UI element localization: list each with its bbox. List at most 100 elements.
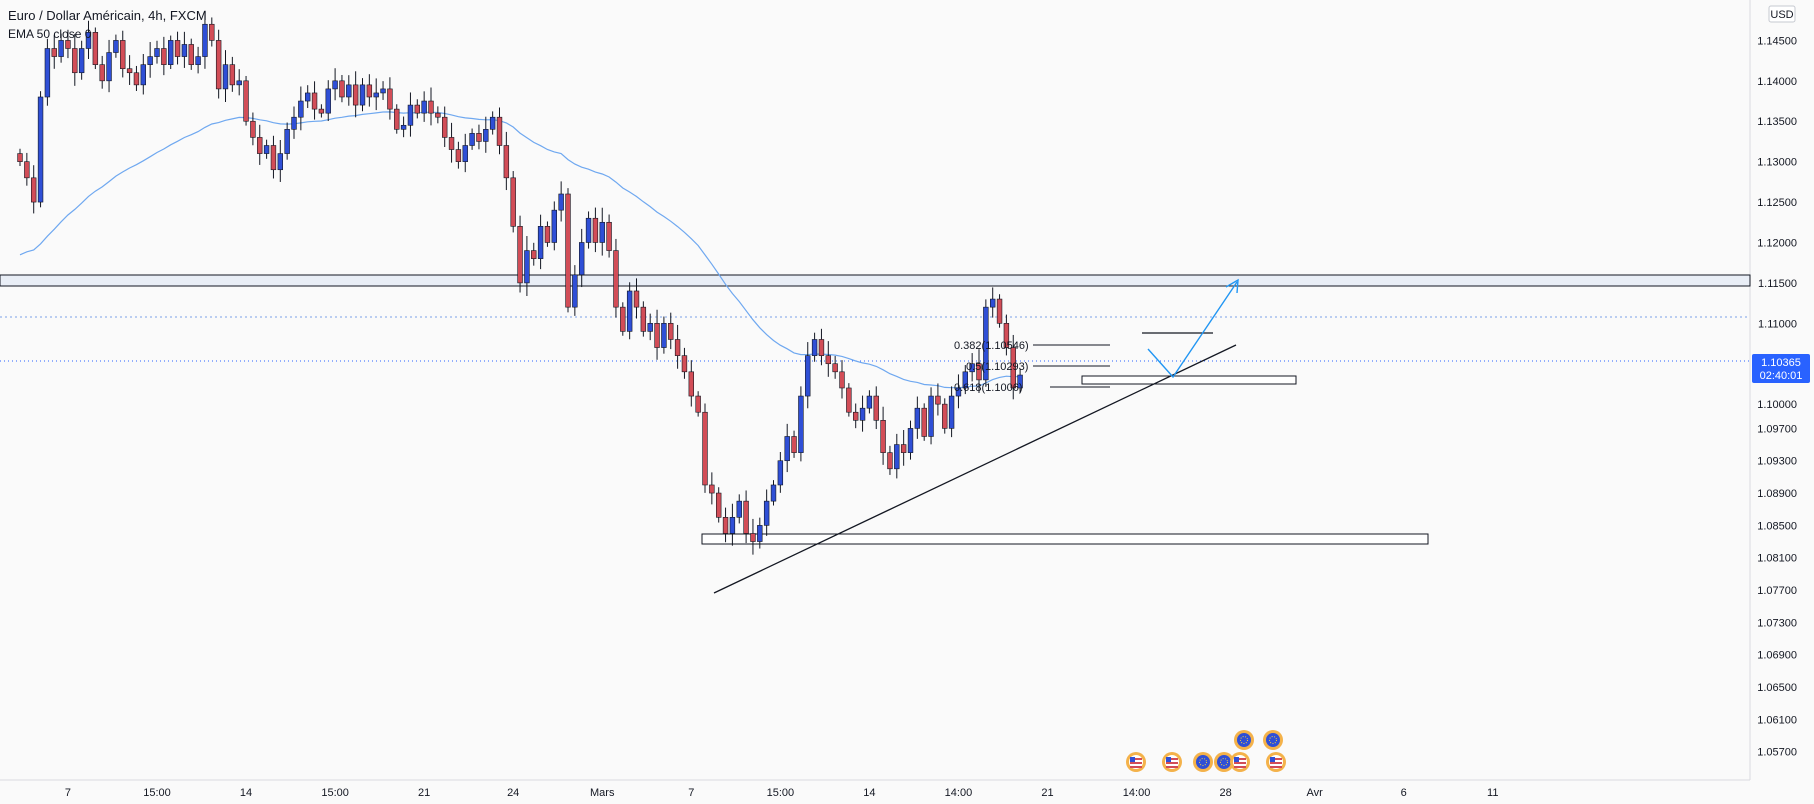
time-tick-label: Mars bbox=[590, 787, 615, 799]
price-tick-label: 1.06900 bbox=[1757, 650, 1797, 662]
candle bbox=[873, 386, 879, 430]
eu-flag-icon[interactable] bbox=[1193, 752, 1213, 772]
candle bbox=[284, 122, 290, 160]
price-tick-label: 1.11500 bbox=[1758, 278, 1797, 290]
us-flag-icon[interactable] bbox=[1230, 752, 1250, 772]
price-tick-label: 1.12000 bbox=[1757, 237, 1797, 249]
candle bbox=[394, 104, 400, 134]
us-flag-icon[interactable] bbox=[1126, 752, 1146, 772]
eu-flag-icon[interactable] bbox=[1234, 730, 1254, 750]
candle bbox=[469, 128, 475, 150]
candle bbox=[900, 430, 907, 466]
time-axis[interactable]: 7 15:00 14 15:00 21 24 Mars 7 15:00 14 14:00 21 14:0… bbox=[65, 787, 1499, 799]
candle bbox=[58, 33, 64, 63]
symbol-title[interactable]: Euro / Dollar Américain, 4h, FXCM bbox=[8, 8, 207, 23]
candle bbox=[17, 148, 23, 167]
indicator-label[interactable]: EMA 50 close 0 bbox=[8, 27, 92, 41]
candle bbox=[585, 211, 592, 249]
candle bbox=[147, 42, 153, 78]
support-zone-small[interactable] bbox=[1081, 375, 1297, 385]
time-tick-label: 14:00 bbox=[1123, 787, 1151, 799]
candle bbox=[811, 332, 818, 362]
candle bbox=[633, 278, 640, 319]
candle bbox=[209, 17, 215, 47]
candle bbox=[866, 390, 873, 414]
price-tick-label: 1.14500 bbox=[1757, 35, 1797, 47]
candle bbox=[674, 324, 681, 369]
candle bbox=[626, 282, 633, 340]
fib-label-382: 0.382(1.10546) bbox=[954, 340, 1029, 352]
candle bbox=[715, 487, 722, 523]
candle bbox=[989, 287, 996, 318]
projection-arrow-path[interactable] bbox=[1147, 281, 1238, 379]
fib-label-500: 0.5(1.10293) bbox=[966, 361, 1028, 373]
price-tick-label: 1.14000 bbox=[1757, 76, 1797, 88]
candle bbox=[30, 165, 37, 214]
demand-zone[interactable] bbox=[701, 533, 1429, 545]
candle bbox=[709, 472, 715, 505]
time-tick-label: 21 bbox=[1041, 787, 1053, 799]
candle bbox=[263, 139, 270, 159]
candle bbox=[620, 302, 626, 336]
candle bbox=[51, 34, 57, 69]
resistance-zone[interactable] bbox=[0, 274, 1751, 287]
candle bbox=[770, 480, 777, 506]
candle bbox=[572, 265, 578, 316]
candle bbox=[188, 38, 194, 70]
candle bbox=[551, 201, 558, 251]
candle bbox=[825, 341, 832, 377]
time-tick-label: 15:00 bbox=[143, 787, 171, 799]
candle bbox=[85, 20, 92, 59]
time-tick-label: 14:00 bbox=[945, 787, 973, 799]
candle bbox=[318, 104, 325, 118]
candle bbox=[359, 78, 366, 112]
eu-flag-icon[interactable] bbox=[1214, 752, 1234, 772]
candle bbox=[654, 309, 660, 360]
candles-layer bbox=[17, 10, 1023, 555]
us-flag-icon[interactable] bbox=[1162, 752, 1182, 772]
candle bbox=[366, 74, 373, 107]
ascending-trendline[interactable] bbox=[713, 344, 1237, 594]
candle bbox=[24, 152, 30, 186]
candle bbox=[613, 238, 619, 318]
candle bbox=[133, 65, 140, 91]
candle bbox=[222, 50, 229, 103]
candle bbox=[805, 342, 811, 409]
candle bbox=[277, 139, 283, 182]
candle bbox=[592, 207, 599, 253]
economic-events[interactable] bbox=[1126, 730, 1286, 772]
candle bbox=[647, 313, 653, 341]
candle bbox=[757, 517, 763, 549]
candle bbox=[489, 111, 496, 135]
us-flag-icon[interactable] bbox=[1266, 752, 1286, 772]
ema-line-layer bbox=[19, 111, 1021, 389]
candle bbox=[976, 349, 982, 393]
candle bbox=[859, 395, 866, 432]
candle bbox=[195, 46, 201, 74]
eu-flag-icon[interactable] bbox=[1263, 730, 1283, 750]
candle bbox=[524, 236, 530, 296]
candle bbox=[969, 353, 975, 382]
candle bbox=[92, 27, 99, 70]
candle bbox=[722, 507, 729, 543]
price-tick-label: 1.06100 bbox=[1757, 714, 1797, 726]
candle bbox=[106, 39, 112, 93]
candle bbox=[791, 430, 797, 458]
candle bbox=[894, 433, 900, 479]
candle bbox=[832, 355, 838, 379]
candle bbox=[435, 106, 441, 124]
price-tick-label: 1.05700 bbox=[1757, 747, 1797, 759]
candle bbox=[510, 171, 516, 233]
time-tick-label: 15:00 bbox=[321, 787, 349, 799]
candle bbox=[818, 328, 825, 366]
time-tick-label: 14 bbox=[863, 787, 875, 799]
candle bbox=[339, 75, 345, 103]
candle bbox=[496, 107, 503, 155]
time-tick-label: Avr bbox=[1306, 787, 1323, 799]
projection-arrow-head bbox=[1225, 278, 1239, 294]
currency-label: USD bbox=[1770, 9, 1793, 21]
candle bbox=[1003, 314, 1010, 356]
candle bbox=[503, 131, 510, 191]
